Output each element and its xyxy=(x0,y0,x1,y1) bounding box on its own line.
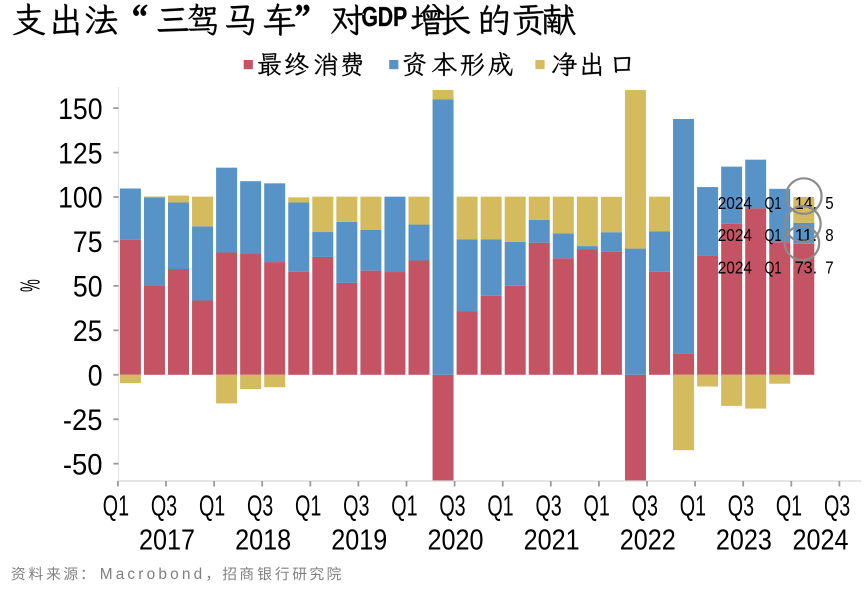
svg-text:Q1: Q1 xyxy=(680,491,706,523)
svg-text:Q3: Q3 xyxy=(632,491,658,523)
svg-text:2018: 2018 xyxy=(235,525,291,557)
svg-text:2019: 2019 xyxy=(331,525,387,557)
svg-text:Q3: Q3 xyxy=(439,491,465,523)
svg-text:%: % xyxy=(14,279,45,292)
svg-text:Q3: Q3 xyxy=(824,491,850,523)
svg-text:Q1: Q1 xyxy=(199,491,225,523)
svg-text:Q3: Q3 xyxy=(728,491,754,523)
svg-text:Q1: Q1 xyxy=(103,491,129,523)
svg-text:Q3: Q3 xyxy=(151,491,177,523)
svg-text:Q1: Q1 xyxy=(487,491,513,523)
svg-text:2021: 2021 xyxy=(524,525,580,557)
svg-text:Q3: Q3 xyxy=(535,491,561,523)
svg-text:Q1: Q1 xyxy=(391,491,417,523)
svg-text:0: 0 xyxy=(88,360,103,393)
svg-text:Q1: Q1 xyxy=(295,491,321,523)
svg-text:-25: -25 xyxy=(63,404,103,437)
svg-text:2023: 2023 xyxy=(716,525,772,557)
svg-text:125: 125 xyxy=(58,137,102,170)
svg-text:50: 50 xyxy=(73,271,103,304)
svg-text:100: 100 xyxy=(58,182,102,215)
svg-text:Q3: Q3 xyxy=(247,491,273,523)
svg-text:-50: -50 xyxy=(63,448,103,481)
svg-text:2022: 2022 xyxy=(620,525,676,557)
svg-text:Q1: Q1 xyxy=(584,491,610,523)
svg-text:Macrobond: Macrobond xyxy=(100,566,206,583)
svg-text:25: 25 xyxy=(73,315,103,348)
svg-text:Q3: Q3 xyxy=(343,491,369,523)
svg-text:2024: 2024 xyxy=(793,525,849,557)
svg-text:Q1: Q1 xyxy=(776,491,802,523)
svg-text:150: 150 xyxy=(58,93,102,126)
svg-text:2020: 2020 xyxy=(428,525,484,557)
svg-text:75: 75 xyxy=(73,226,103,259)
svg-text:2017: 2017 xyxy=(139,525,195,557)
